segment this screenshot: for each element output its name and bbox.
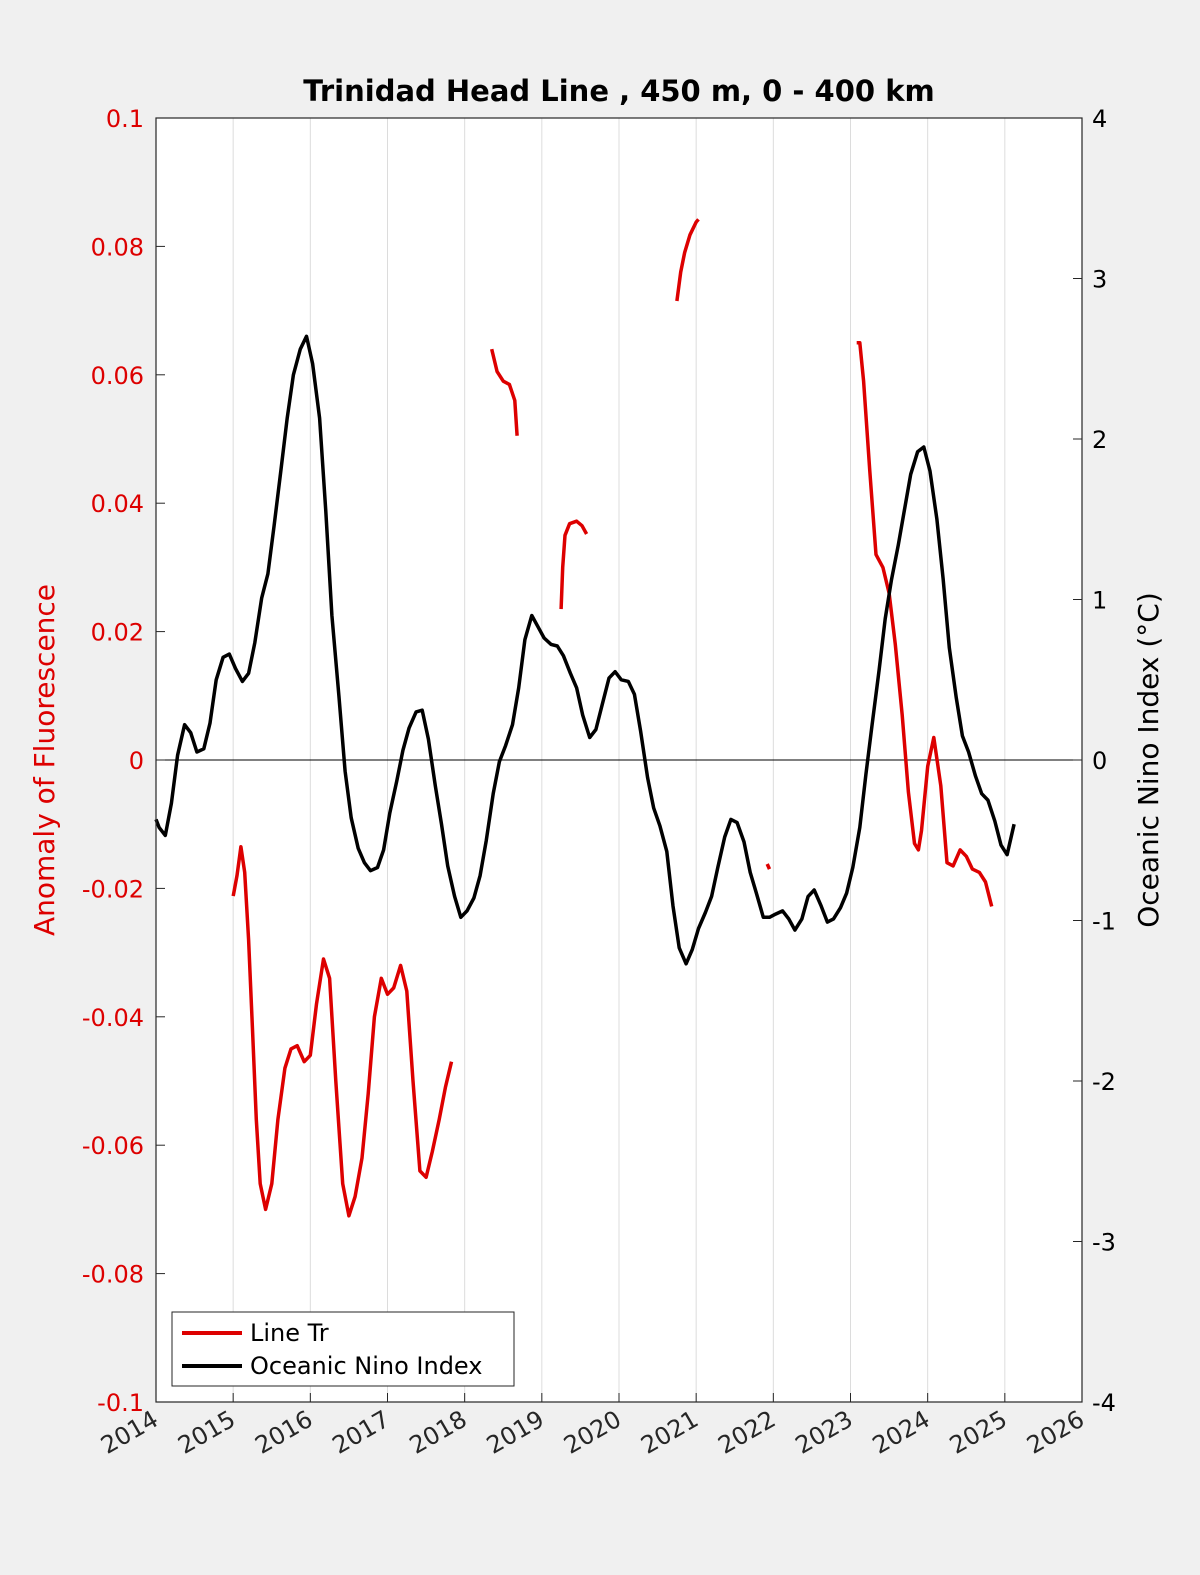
right-tick-label: 3 bbox=[1092, 266, 1107, 294]
left-tick-label: 0.06 bbox=[91, 362, 144, 390]
left-tick-label: -0.02 bbox=[82, 875, 144, 903]
x-axis-ticks: 2014 2015 2016 2017 2018 2019 2020 2021 2022 2023… bbox=[96, 1393, 1089, 1460]
x-tick-label: 2023 bbox=[791, 1405, 858, 1460]
x-tick-label: 2021 bbox=[636, 1405, 703, 1460]
series-line-line-tr-segment-2 bbox=[559, 519, 589, 610]
x-tick-label: 2017 bbox=[328, 1405, 395, 1460]
left-tick-label: -0.06 bbox=[82, 1132, 144, 1160]
right-axis-ticks: 4 3 2 1 0 -1 -2 -3 -4 bbox=[1073, 105, 1116, 1417]
left-tick-label: -0.04 bbox=[82, 1004, 144, 1032]
left-axis-label: Anomaly of Fluorescence bbox=[28, 584, 61, 936]
legend: Line Tr Oceanic Nino Index bbox=[171, 1311, 515, 1387]
series-line-line-tr-segment-5 bbox=[856, 340, 994, 907]
x-tick-label: 2020 bbox=[559, 1405, 626, 1460]
legend-label-oceanic-nino-index: Oceanic Nino Index bbox=[250, 1352, 482, 1380]
legend-label-line-tr: Line Tr bbox=[250, 1319, 329, 1347]
right-tick-label: 2 bbox=[1092, 426, 1107, 454]
series-line-line-tr-segment-0 bbox=[231, 844, 454, 1218]
left-tick-label: 0.02 bbox=[91, 619, 144, 647]
right-axis-label: Oceanic Nino Index (°C) bbox=[1132, 592, 1165, 928]
right-tick-label: 0 bbox=[1092, 747, 1107, 775]
chart-title: Trinidad Head Line , 450 m, 0 - 400 km bbox=[303, 74, 934, 108]
left-tick-label: 0.08 bbox=[91, 233, 144, 261]
right-tick-label: -2 bbox=[1092, 1068, 1116, 1096]
left-axis-ticks: 0.1 0.08 0.06 0.04 0.02 0 -0.02 -0.04 -0.06 -0.08… bbox=[82, 105, 165, 1417]
legend-box bbox=[171, 1311, 515, 1387]
x-tick-label: 2025 bbox=[945, 1405, 1012, 1460]
x-tick-label: 2022 bbox=[713, 1405, 780, 1460]
series-line-line-tr-segment-4 bbox=[765, 863, 772, 870]
series-layer bbox=[154, 218, 1016, 1218]
series-line-oceanic-nino-index-segment-0 bbox=[154, 334, 1016, 966]
series-line-line-tr-segment-1 bbox=[489, 348, 519, 436]
right-tick-label: 4 bbox=[1092, 105, 1107, 133]
x-tick-label: 2016 bbox=[250, 1405, 317, 1460]
series-line-line-tr-segment-3 bbox=[675, 218, 700, 302]
right-tick-label: -4 bbox=[1092, 1389, 1116, 1417]
right-tick-label: 1 bbox=[1092, 587, 1107, 615]
x-tick-label: 2026 bbox=[1022, 1405, 1089, 1460]
right-tick-label: -3 bbox=[1092, 1229, 1116, 1257]
left-tick-label: 0 bbox=[129, 747, 144, 775]
x-tick-label: 2015 bbox=[173, 1405, 240, 1460]
x-tick-label: 2019 bbox=[482, 1405, 549, 1460]
left-tick-label: 0.1 bbox=[106, 105, 144, 133]
x-tick-label: 2018 bbox=[405, 1405, 472, 1460]
left-tick-label: -0.1 bbox=[97, 1389, 144, 1417]
x-tick-label: 2024 bbox=[868, 1405, 935, 1460]
left-tick-label: 0.04 bbox=[91, 490, 144, 518]
right-tick-label: -1 bbox=[1092, 908, 1116, 936]
left-tick-label: -0.08 bbox=[82, 1261, 144, 1289]
